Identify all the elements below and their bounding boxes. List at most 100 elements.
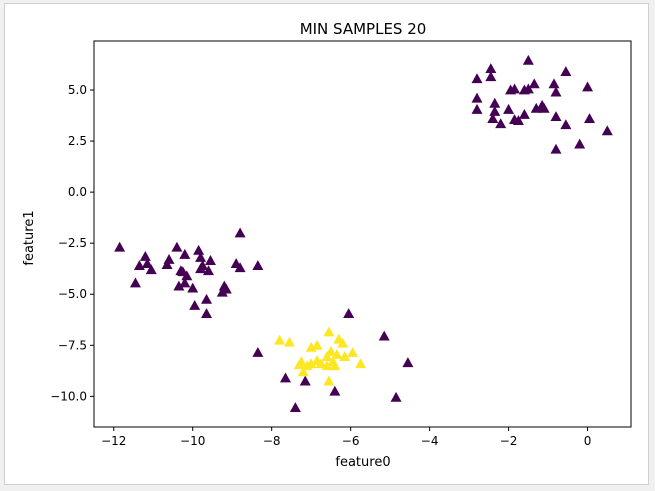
data-point <box>550 86 562 97</box>
y-tick-label: −10.0 <box>50 389 87 403</box>
data-point <box>179 248 191 259</box>
data-point <box>323 326 335 337</box>
data-point <box>114 241 126 252</box>
data-point <box>347 346 359 357</box>
y-tick-label: 0.0 <box>68 185 87 199</box>
data-point <box>305 341 317 352</box>
data-point <box>189 299 201 310</box>
data-point <box>522 54 534 65</box>
data-point <box>181 270 193 281</box>
data-point <box>311 339 323 350</box>
data-point <box>560 66 572 77</box>
data-point <box>343 308 355 319</box>
data-point <box>485 63 497 73</box>
y-tick-label: −5.0 <box>58 287 87 301</box>
data-point <box>204 255 216 265</box>
data-point <box>216 286 228 297</box>
data-point <box>339 351 351 361</box>
data-point <box>538 102 550 113</box>
data-point <box>315 358 327 369</box>
data-point <box>297 366 309 377</box>
data-point <box>179 277 191 288</box>
scatter-chart: MIN SAMPLES 20 −12 −10 −8 −6 −4 −2 0 −10.0 −7.5… <box>22 20 632 470</box>
x-tick-label: −12 <box>101 434 126 448</box>
x-tick-label: −8 <box>263 434 281 448</box>
y-axis: −10.0 −7.5 −5.0 −2.5 0.0 2.5 5.0 <box>50 83 94 403</box>
data-point <box>195 263 207 274</box>
x-axis-label: feature0 <box>335 455 390 470</box>
data-point <box>323 375 335 386</box>
data-point <box>509 83 521 94</box>
data-point <box>337 337 349 348</box>
data-point <box>471 92 483 103</box>
data-point <box>161 259 173 270</box>
y-tick-label: −2.5 <box>58 236 87 250</box>
y-tick-label: 5.0 <box>68 83 87 97</box>
x-tick-label: −10 <box>180 434 205 448</box>
data-point <box>301 360 313 371</box>
data-point <box>331 348 343 359</box>
data-point <box>321 351 333 361</box>
x-tick-label: −2 <box>500 434 518 448</box>
data-point <box>495 118 507 129</box>
data-point <box>274 334 286 345</box>
data-point <box>329 385 341 396</box>
x-tick-label: −6 <box>342 434 360 448</box>
data-point <box>329 360 341 371</box>
data-point <box>512 115 524 126</box>
data-point <box>171 241 183 252</box>
data-point <box>289 402 301 412</box>
data-point <box>145 264 157 275</box>
data-point <box>201 293 213 304</box>
data-point <box>283 336 295 347</box>
data-point <box>522 83 534 94</box>
data-point <box>141 258 153 269</box>
figure-window: MIN SAMPLES 20 −12 −10 −8 −6 −4 −2 0 −10.0 −7.5… <box>4 3 649 485</box>
data-point <box>471 103 483 114</box>
data-point <box>163 254 175 264</box>
data-point <box>584 113 596 124</box>
data-point <box>321 360 333 371</box>
chart-title: MIN SAMPLES 20 <box>300 20 427 38</box>
data-point <box>487 113 499 124</box>
x-tick-label: 0 <box>584 434 592 448</box>
data-point <box>390 391 402 402</box>
data-point <box>550 143 562 154</box>
data-point <box>201 308 213 319</box>
data-point <box>485 71 497 82</box>
data-point <box>471 73 483 84</box>
y-axis-label: feature1 <box>22 210 37 265</box>
data-point <box>489 105 501 116</box>
data-points <box>114 54 613 412</box>
data-point <box>195 251 207 262</box>
data-point <box>203 265 215 276</box>
data-point <box>503 103 515 114</box>
data-point <box>601 125 613 136</box>
data-point <box>582 81 594 92</box>
y-tick-label: −7.5 <box>58 338 87 352</box>
data-point <box>528 78 540 89</box>
data-point <box>173 280 185 291</box>
data-point <box>187 282 199 293</box>
data-point <box>560 119 572 130</box>
data-point <box>518 109 530 119</box>
data-point <box>252 346 264 357</box>
data-point <box>574 138 586 149</box>
plot-area <box>93 40 632 428</box>
x-tick-label: −4 <box>421 434 439 448</box>
data-point <box>355 358 367 369</box>
y-tick-label: 2.5 <box>68 134 87 148</box>
data-point <box>139 250 151 261</box>
data-point <box>378 330 390 341</box>
data-point <box>293 359 305 370</box>
x-axis: −12 −10 −8 −6 −4 −2 0 <box>101 427 591 448</box>
data-point <box>129 277 141 288</box>
data-point <box>193 244 205 255</box>
data-point <box>402 357 414 368</box>
data-point <box>252 260 264 271</box>
data-point <box>299 375 311 386</box>
data-point <box>530 102 542 113</box>
data-point <box>234 227 246 238</box>
data-point <box>489 97 501 108</box>
data-point <box>280 372 292 383</box>
